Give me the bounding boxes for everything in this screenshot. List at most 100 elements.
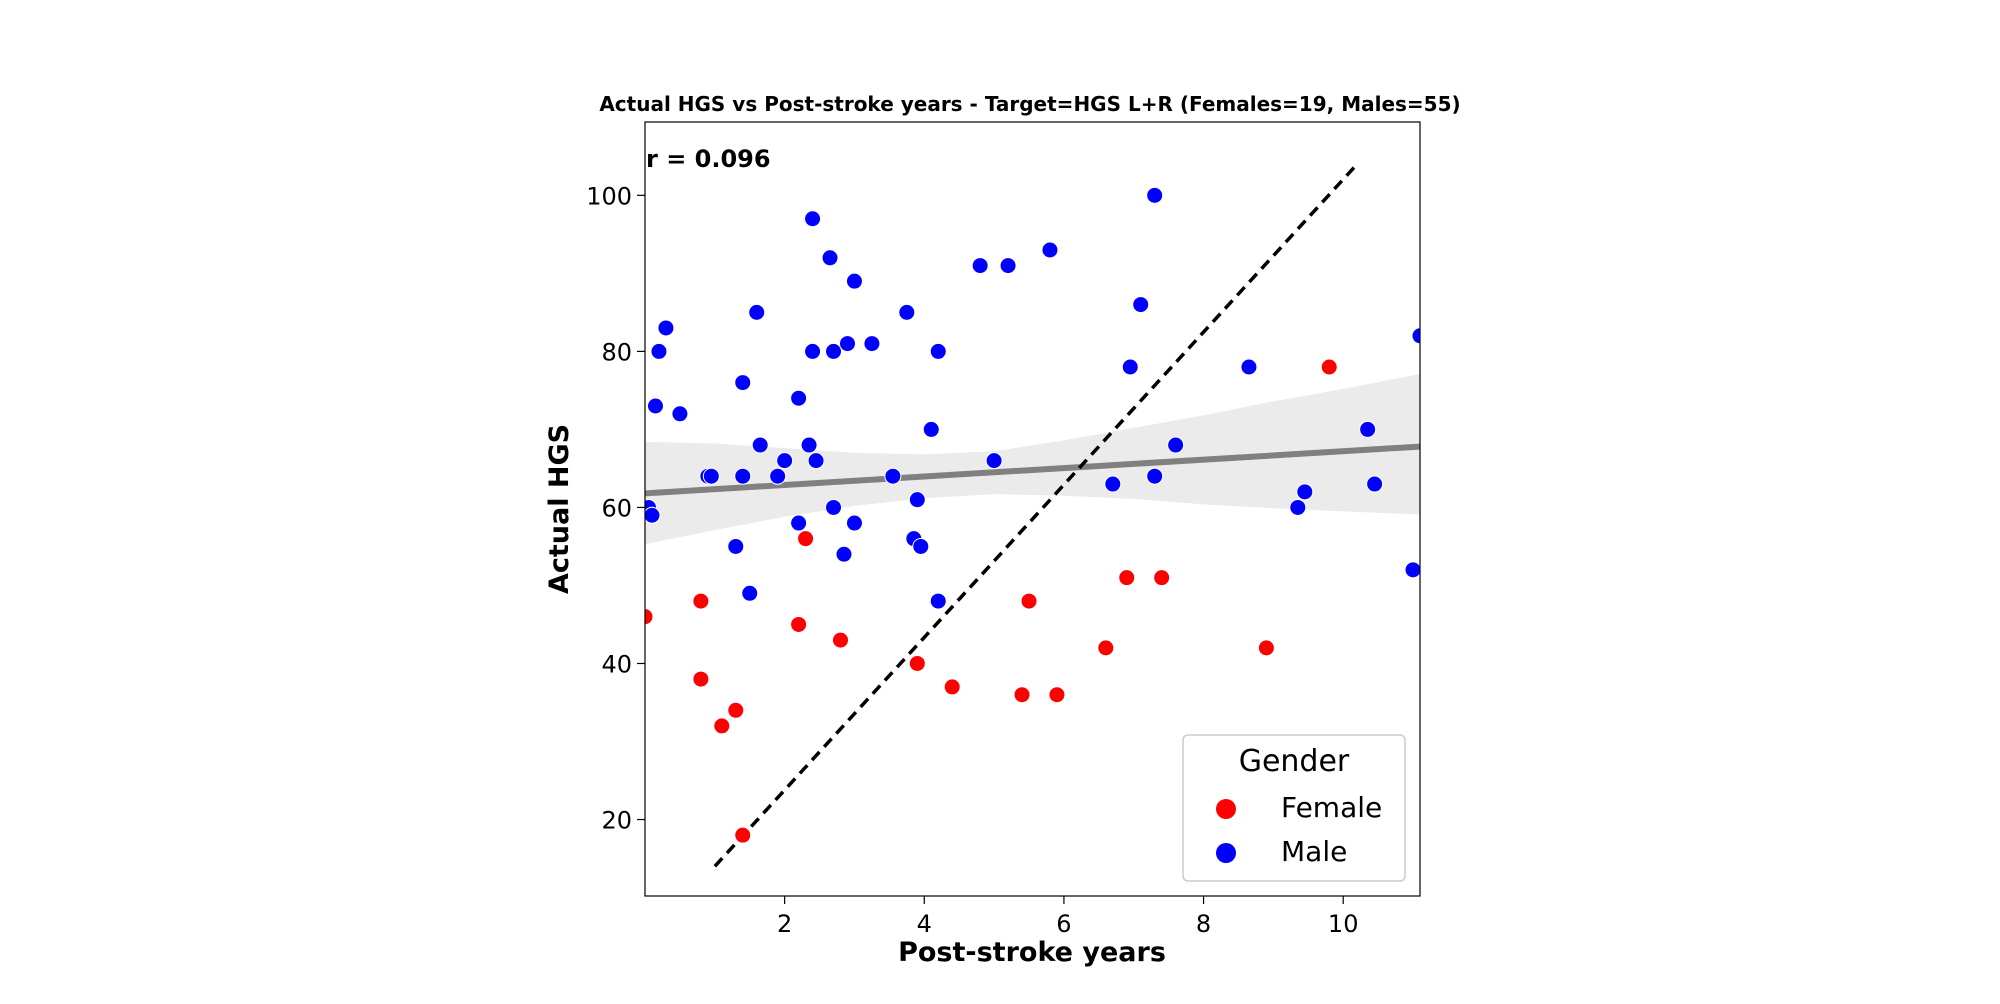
correlation-annotation: r = 0.096 <box>646 145 771 173</box>
legend-male-label: Male <box>1281 835 1347 868</box>
plot-frame <box>644 121 1421 897</box>
data-point-male <box>807 452 825 470</box>
data-point-female <box>1097 639 1115 657</box>
data-point-male <box>971 257 989 275</box>
data-point-male <box>751 436 769 454</box>
data-point-female <box>1048 686 1066 704</box>
data-point-male <box>898 303 916 321</box>
data-point-male <box>650 342 668 360</box>
chart-title: Actual HGS vs Post-stroke years - Target… <box>599 92 1460 116</box>
y-tick-label: 20 <box>601 807 632 835</box>
data-point-male <box>734 467 752 485</box>
data-point-male <box>1411 327 1420 345</box>
data-point-female <box>1257 639 1275 657</box>
data-point-male <box>922 420 940 438</box>
data-point-male <box>741 584 759 602</box>
y-tick-label: 60 <box>601 494 632 522</box>
data-point-male <box>702 467 720 485</box>
data-point-male <box>1041 241 1059 259</box>
data-point-female <box>692 592 710 610</box>
x-axis-label: Post-stroke years <box>898 937 1166 968</box>
data-point-female <box>713 717 731 735</box>
data-point-male <box>825 342 843 360</box>
data-point-male <box>645 506 661 524</box>
data-point-female <box>1320 358 1338 376</box>
data-point-male <box>1289 498 1307 516</box>
data-point-male <box>929 592 947 610</box>
regression-line <box>645 443 1420 497</box>
x-tick-label: 4 <box>917 910 932 938</box>
data-point-male <box>776 452 794 470</box>
legend-title: Gender <box>1239 744 1350 779</box>
data-point-male <box>734 374 752 392</box>
data-point-male <box>804 342 822 360</box>
data-point-male <box>884 467 902 485</box>
data-point-male <box>1146 186 1164 204</box>
data-point-male <box>845 514 863 532</box>
identity-line <box>713 162 1359 868</box>
data-point-male <box>800 436 818 454</box>
data-point-female <box>645 608 654 626</box>
data-point-female <box>831 631 849 649</box>
data-point-male <box>1146 467 1164 485</box>
x-tick-label: 10 <box>1328 910 1359 938</box>
data-point-female <box>734 826 752 844</box>
data-point-male <box>908 491 926 509</box>
data-point-male <box>999 257 1017 275</box>
data-point-male <box>825 498 843 516</box>
data-point-female <box>943 678 961 696</box>
data-point-male <box>1404 561 1420 579</box>
data-point-male <box>1132 296 1150 314</box>
x-tick-label: 6 <box>1056 910 1071 938</box>
x-tick-label: 2 <box>777 910 792 938</box>
data-point-male <box>727 537 745 555</box>
data-point-female <box>692 670 710 688</box>
x-tick-label: 8 <box>1196 910 1211 938</box>
data-point-male <box>863 335 881 353</box>
data-point-male <box>1240 358 1258 376</box>
data-point-female <box>790 615 808 633</box>
data-point-male <box>1167 436 1185 454</box>
data-point-male <box>845 272 863 290</box>
data-point-male <box>671 405 689 423</box>
data-point-male <box>821 249 839 267</box>
data-point-male <box>790 389 808 407</box>
data-point-female <box>797 530 815 548</box>
legend-female-marker <box>1216 799 1236 819</box>
data-point-male <box>838 335 856 353</box>
legend: Gender Female Male <box>1182 734 1406 882</box>
x-axis-ticks: 2 4 6 8 10 <box>777 896 1358 938</box>
data-point-female <box>1020 592 1038 610</box>
legend-female-label: Female <box>1281 791 1382 824</box>
legend-male-marker <box>1216 843 1236 863</box>
data-point-male <box>1121 358 1139 376</box>
data-point-female <box>1013 686 1031 704</box>
y-tick-label: 80 <box>601 338 632 366</box>
y-axis-label: Actual HGS <box>544 424 575 594</box>
y-tick-label: 100 <box>586 182 632 210</box>
data-point-male <box>1104 475 1122 493</box>
plot-area <box>645 162 1420 868</box>
data-point-male <box>1296 483 1314 501</box>
data-point-female <box>908 654 926 672</box>
data-point-male <box>804 210 822 228</box>
legend-box <box>1182 734 1406 882</box>
data-point-male <box>790 514 808 532</box>
data-point-male <box>835 545 853 563</box>
data-point-male <box>748 303 766 321</box>
data-point-female <box>1153 569 1171 587</box>
data-point-male <box>646 397 664 415</box>
data-point-female <box>1118 569 1136 587</box>
data-point-female <box>727 701 745 719</box>
data-point-male <box>929 342 947 360</box>
y-axis-ticks: 20 40 60 80 100 <box>586 182 645 835</box>
y-tick-label: 40 <box>601 650 632 678</box>
data-point-male <box>657 319 675 337</box>
data-point-male <box>769 467 787 485</box>
data-point-male <box>1366 475 1384 493</box>
data-point-male <box>985 452 1003 470</box>
data-point-male <box>1359 420 1377 438</box>
data-point-male <box>912 537 930 555</box>
